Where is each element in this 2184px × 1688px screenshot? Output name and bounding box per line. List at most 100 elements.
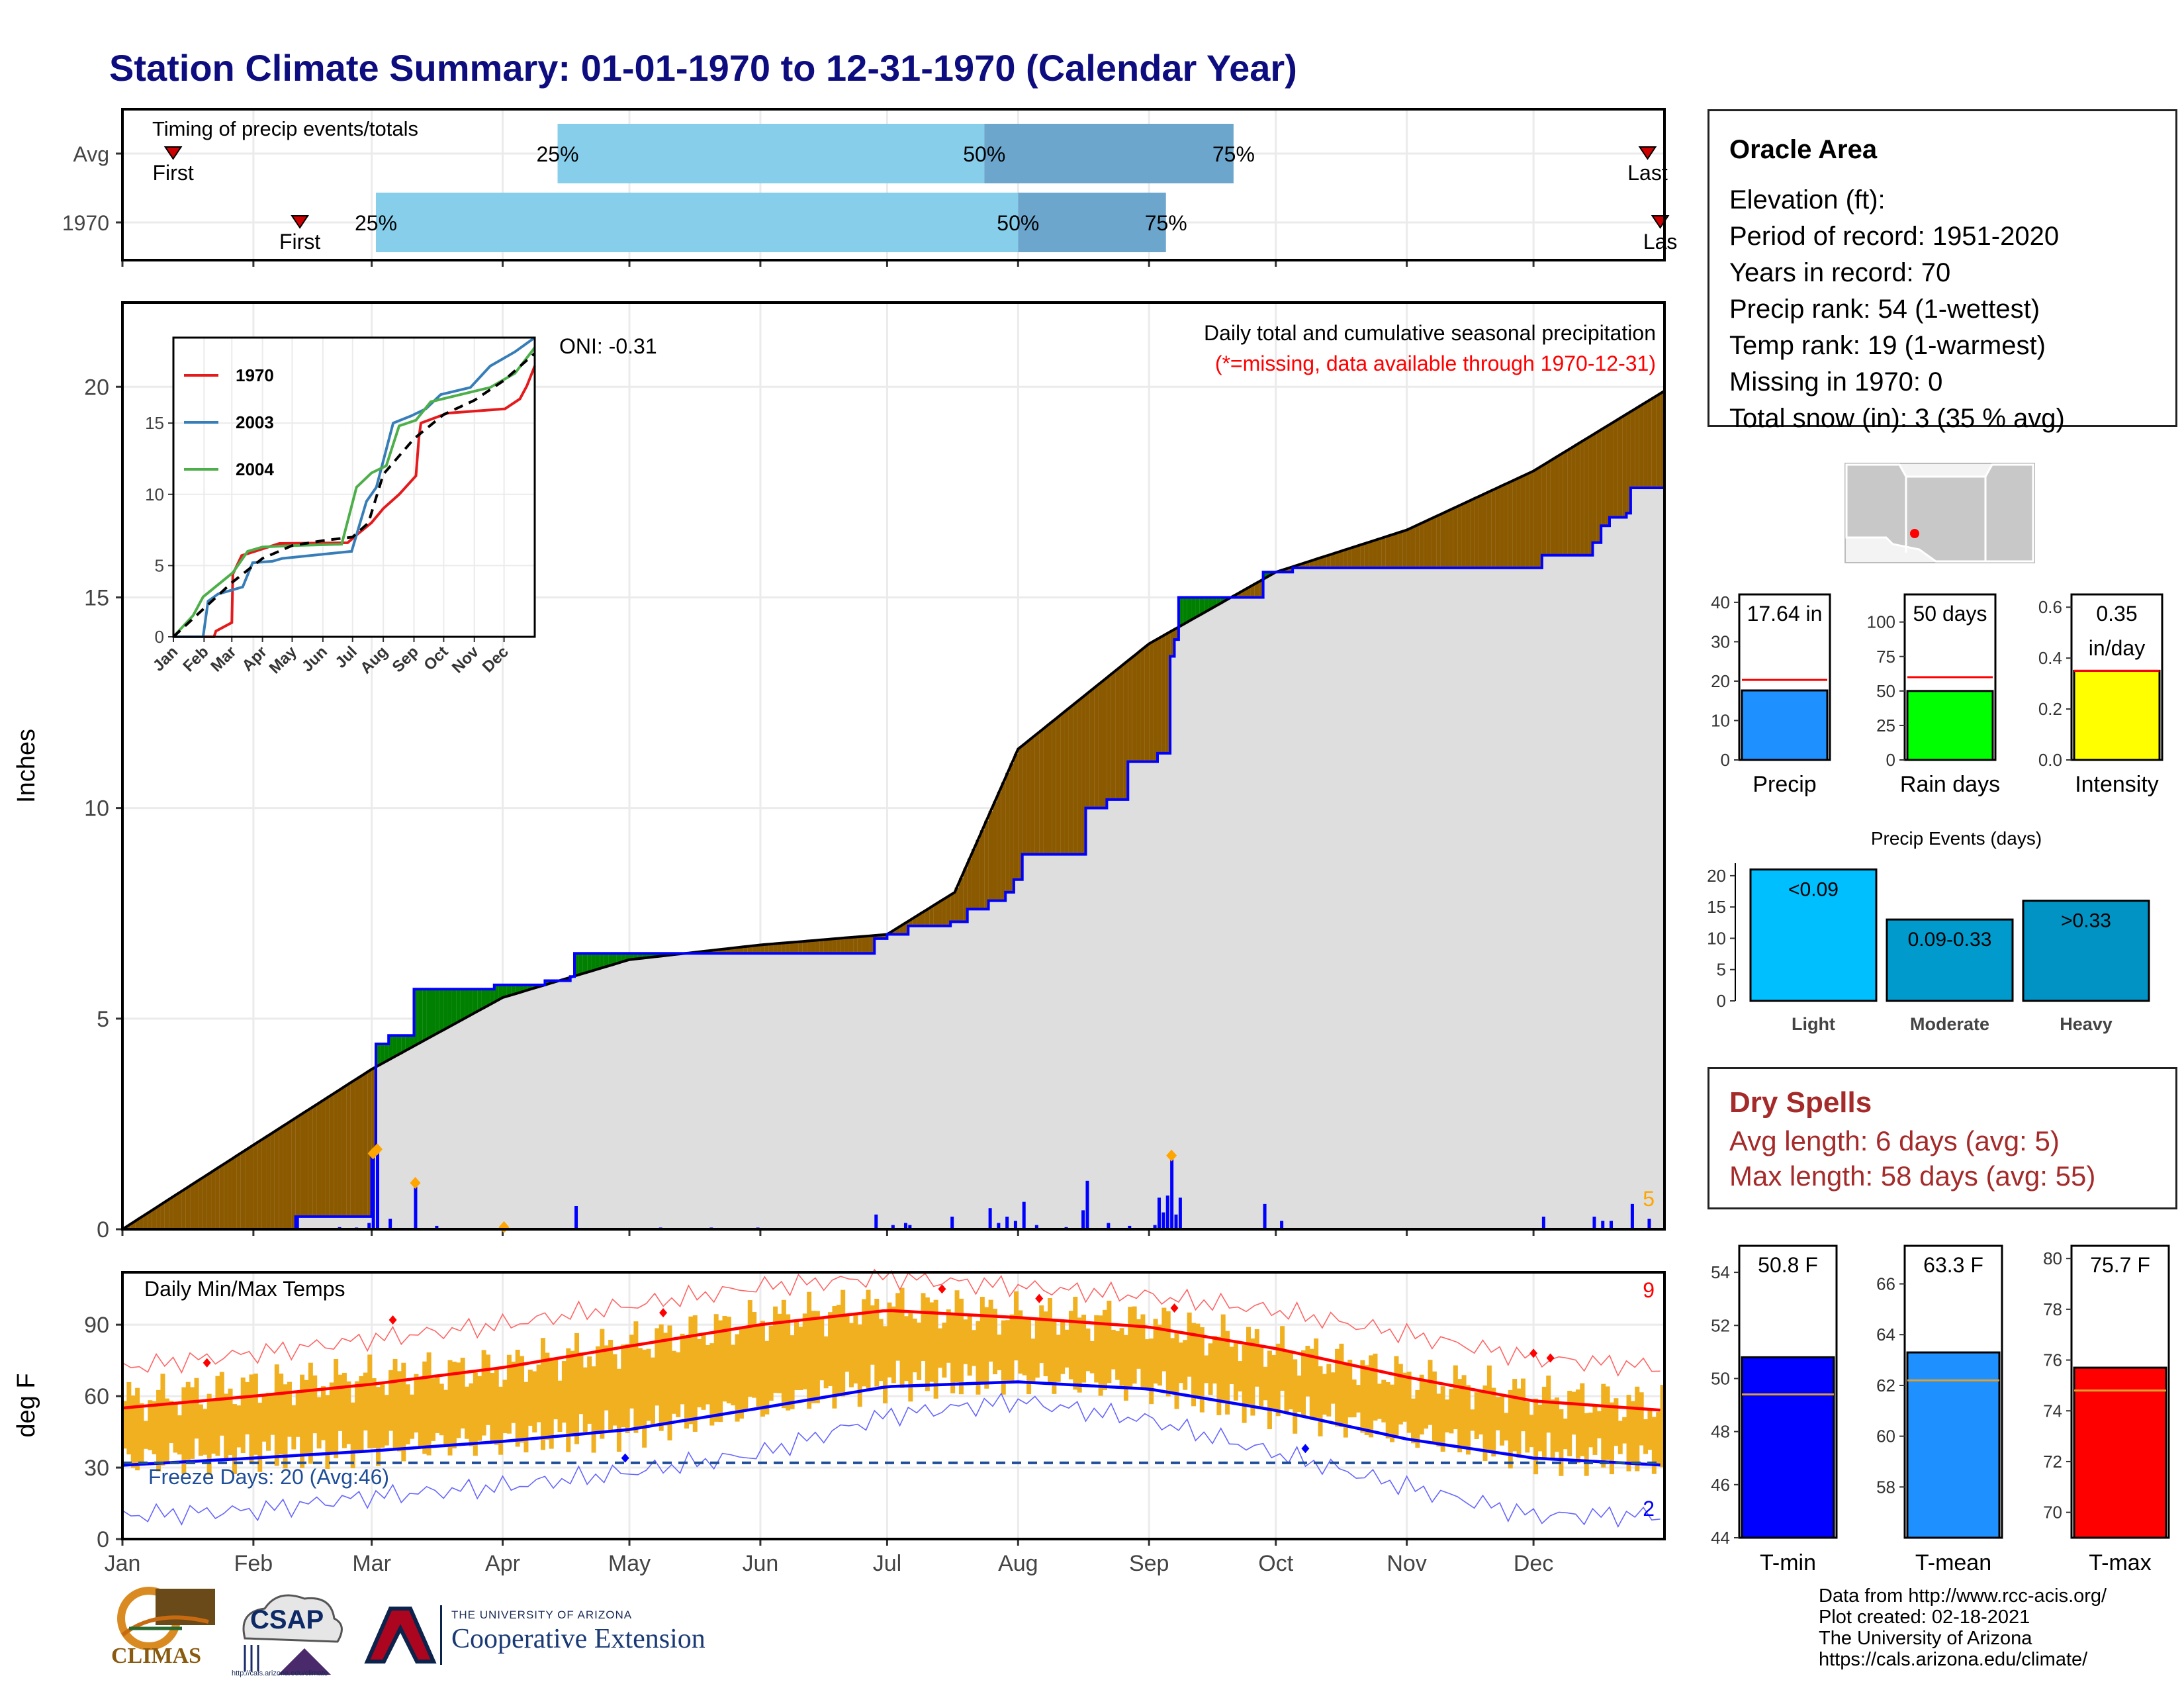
cum-deficit-day [1115, 669, 1120, 800]
cum-fill-day [1060, 713, 1066, 1229]
cum-fill-day [655, 953, 660, 1229]
cold-record-count: 2 [1643, 1497, 1655, 1521]
cum-deficit-day [279, 1127, 284, 1229]
cum-deficit-day [747, 946, 752, 954]
tmean-y-tick-label: 62 [1876, 1376, 1895, 1395]
temp-range-bar [1610, 1402, 1614, 1475]
temp-range-bar [1584, 1413, 1589, 1476]
cum-fill-day [891, 930, 896, 1229]
temp-range-bar [1064, 1329, 1069, 1368]
temp-range-bar [1592, 1405, 1598, 1455]
temp-range-bar [1149, 1338, 1154, 1405]
daily-precip-bar [1630, 1203, 1634, 1229]
daily-precip-bar [1013, 1221, 1017, 1229]
cum-fill-day [1610, 423, 1614, 1229]
temp-range-bar [1157, 1325, 1162, 1386]
cum-deficit-day [1482, 493, 1488, 568]
cum-deficit-day [1170, 630, 1175, 657]
inset-y-tick-label: 10 [145, 485, 164, 504]
cum-deficit-day [781, 943, 786, 954]
temp-range-bar [1432, 1371, 1437, 1443]
cum-deficit-day [908, 919, 913, 926]
precip_total-value-label: 17.64 in [1747, 602, 1823, 626]
temp-range-bar [1630, 1401, 1635, 1464]
temp-range-bar [224, 1393, 229, 1460]
inset-y-tick-label: 0 [155, 627, 164, 647]
cum-fill-day [878, 935, 884, 1229]
cum-fill-day [1369, 541, 1374, 1230]
tmin-y-tick-label: 50 [1711, 1368, 1730, 1388]
cum-fill-day [527, 984, 533, 1229]
cum-fill-day [1575, 444, 1580, 1230]
cum-deficit-day [236, 1154, 242, 1229]
cum-fill-day [1254, 583, 1259, 1229]
daily-precip-bar [988, 1208, 992, 1229]
cum-deficit-day [1432, 517, 1437, 568]
cum-deficit-day [1009, 763, 1015, 892]
temp-range-bar [1263, 1366, 1268, 1401]
temp-range-bar [760, 1321, 765, 1417]
cum-deficit-day [1098, 682, 1103, 808]
temp-range-bar [1259, 1346, 1264, 1407]
avg-max-line [122, 1309, 1661, 1412]
cum-fill-day [1309, 560, 1314, 1229]
cum-fill-day [1018, 747, 1023, 1229]
daily-precip-bar [891, 1225, 895, 1229]
temp-range-bar [786, 1314, 791, 1411]
inset-legend-label: 2003 [236, 412, 274, 432]
temp-range-bar [1056, 1335, 1061, 1382]
timing-first-label: First [153, 161, 194, 185]
cum-fill-day [976, 839, 981, 1229]
cum-deficit-day [722, 949, 727, 954]
cum-deficit-day [1512, 479, 1518, 568]
tmean-y-tick-label: 64 [1876, 1325, 1895, 1344]
daily-temps-panel: 0 30 60 90 Jan Feb Mar Apr May Jun Jul Aug Sep Oct Nov… [13, 1268, 1666, 1576]
cum-fill-day [1605, 426, 1610, 1230]
cum-deficit-day [1486, 491, 1492, 568]
cum-fill-day [997, 792, 1002, 1229]
cum-fill-day [676, 953, 681, 1229]
cum-surplus-day [511, 984, 516, 995]
daily-precip-bar [414, 1183, 418, 1229]
cum-surplus-day [1204, 597, 1209, 612]
hot-record-marker [388, 1315, 397, 1325]
cum-fill-day [760, 945, 765, 1229]
cum-deficit-day [1030, 737, 1036, 855]
temp-range-bar [752, 1312, 757, 1398]
temp-range-bar [582, 1367, 588, 1432]
cum-fill-day [798, 941, 803, 1229]
cum-fill-day [1482, 493, 1488, 1229]
cum-deficit-day [1123, 662, 1128, 800]
temp-range-bar [156, 1389, 161, 1472]
cum-surplus-day [604, 953, 609, 967]
inset-legend-label: 2004 [236, 459, 274, 479]
temp-range-bar [836, 1305, 841, 1395]
cum-fill-day [773, 943, 778, 1229]
cum-fill-day [1216, 597, 1222, 1229]
cum-fill-day [1271, 572, 1277, 1229]
temp-range-bar [1512, 1379, 1518, 1452]
cum-deficit-day [346, 1084, 351, 1217]
temp-range-bar [743, 1327, 749, 1412]
cum-fill-day [1630, 410, 1635, 1229]
cum-fill-day [1275, 571, 1281, 1229]
cum-deficit-day [1297, 564, 1302, 568]
temp-range-bar [1254, 1329, 1259, 1387]
cum-deficit-day [126, 1225, 132, 1229]
cum-deficit-day [232, 1157, 237, 1229]
temp-range-bar [1208, 1343, 1213, 1395]
temp-range-bar [130, 1395, 136, 1468]
cum-fill-day [1026, 740, 1032, 1229]
cum-fill-day [1449, 509, 1454, 1229]
temp-range-bar [316, 1397, 322, 1449]
cum-surplus-day [1178, 597, 1183, 626]
cum-deficit-day [1077, 700, 1082, 855]
temp-range-bar [1153, 1319, 1158, 1384]
cum-deficit-day [1419, 523, 1424, 568]
temp-range-bar [549, 1357, 554, 1449]
cum-deficit-day [933, 904, 938, 926]
cum-deficit-day [321, 1100, 326, 1217]
cum-surplus-day [633, 953, 639, 959]
cum-fill-day [1504, 483, 1509, 1229]
daily-precip-bar [1170, 1155, 1174, 1229]
